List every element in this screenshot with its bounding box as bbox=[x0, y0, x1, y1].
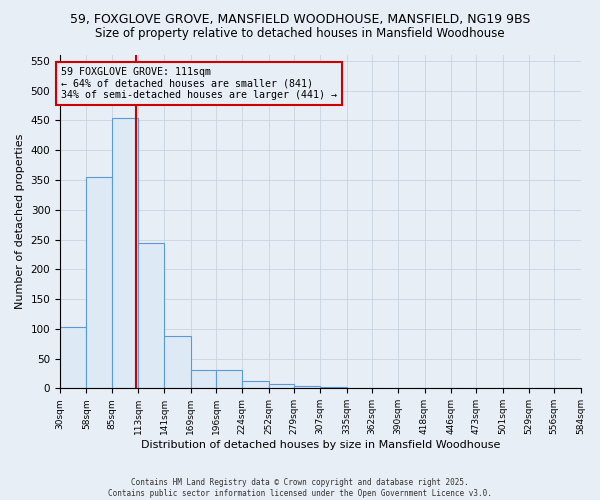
Text: Contains HM Land Registry data © Crown copyright and database right 2025.
Contai: Contains HM Land Registry data © Crown c… bbox=[108, 478, 492, 498]
Bar bbox=[320, 387, 347, 388]
Text: 59, FOXGLOVE GROVE, MANSFIELD WOODHOUSE, MANSFIELD, NG19 9BS: 59, FOXGLOVE GROVE, MANSFIELD WOODHOUSE,… bbox=[70, 12, 530, 26]
Bar bbox=[138, 242, 164, 388]
Bar bbox=[242, 380, 269, 388]
Text: Size of property relative to detached houses in Mansfield Woodhouse: Size of property relative to detached ho… bbox=[95, 28, 505, 40]
Bar bbox=[216, 370, 242, 388]
Bar bbox=[269, 384, 294, 388]
Bar bbox=[112, 118, 138, 388]
Y-axis label: Number of detached properties: Number of detached properties bbox=[15, 134, 25, 310]
Bar bbox=[191, 370, 216, 388]
Text: 59 FOXGLOVE GROVE: 111sqm
← 64% of detached houses are smaller (841)
34% of semi: 59 FOXGLOVE GROVE: 111sqm ← 64% of detac… bbox=[61, 67, 337, 100]
Bar bbox=[294, 386, 320, 388]
X-axis label: Distribution of detached houses by size in Mansfield Woodhouse: Distribution of detached houses by size … bbox=[140, 440, 500, 450]
Bar bbox=[86, 177, 112, 388]
Bar bbox=[60, 327, 86, 388]
Bar bbox=[164, 336, 191, 388]
